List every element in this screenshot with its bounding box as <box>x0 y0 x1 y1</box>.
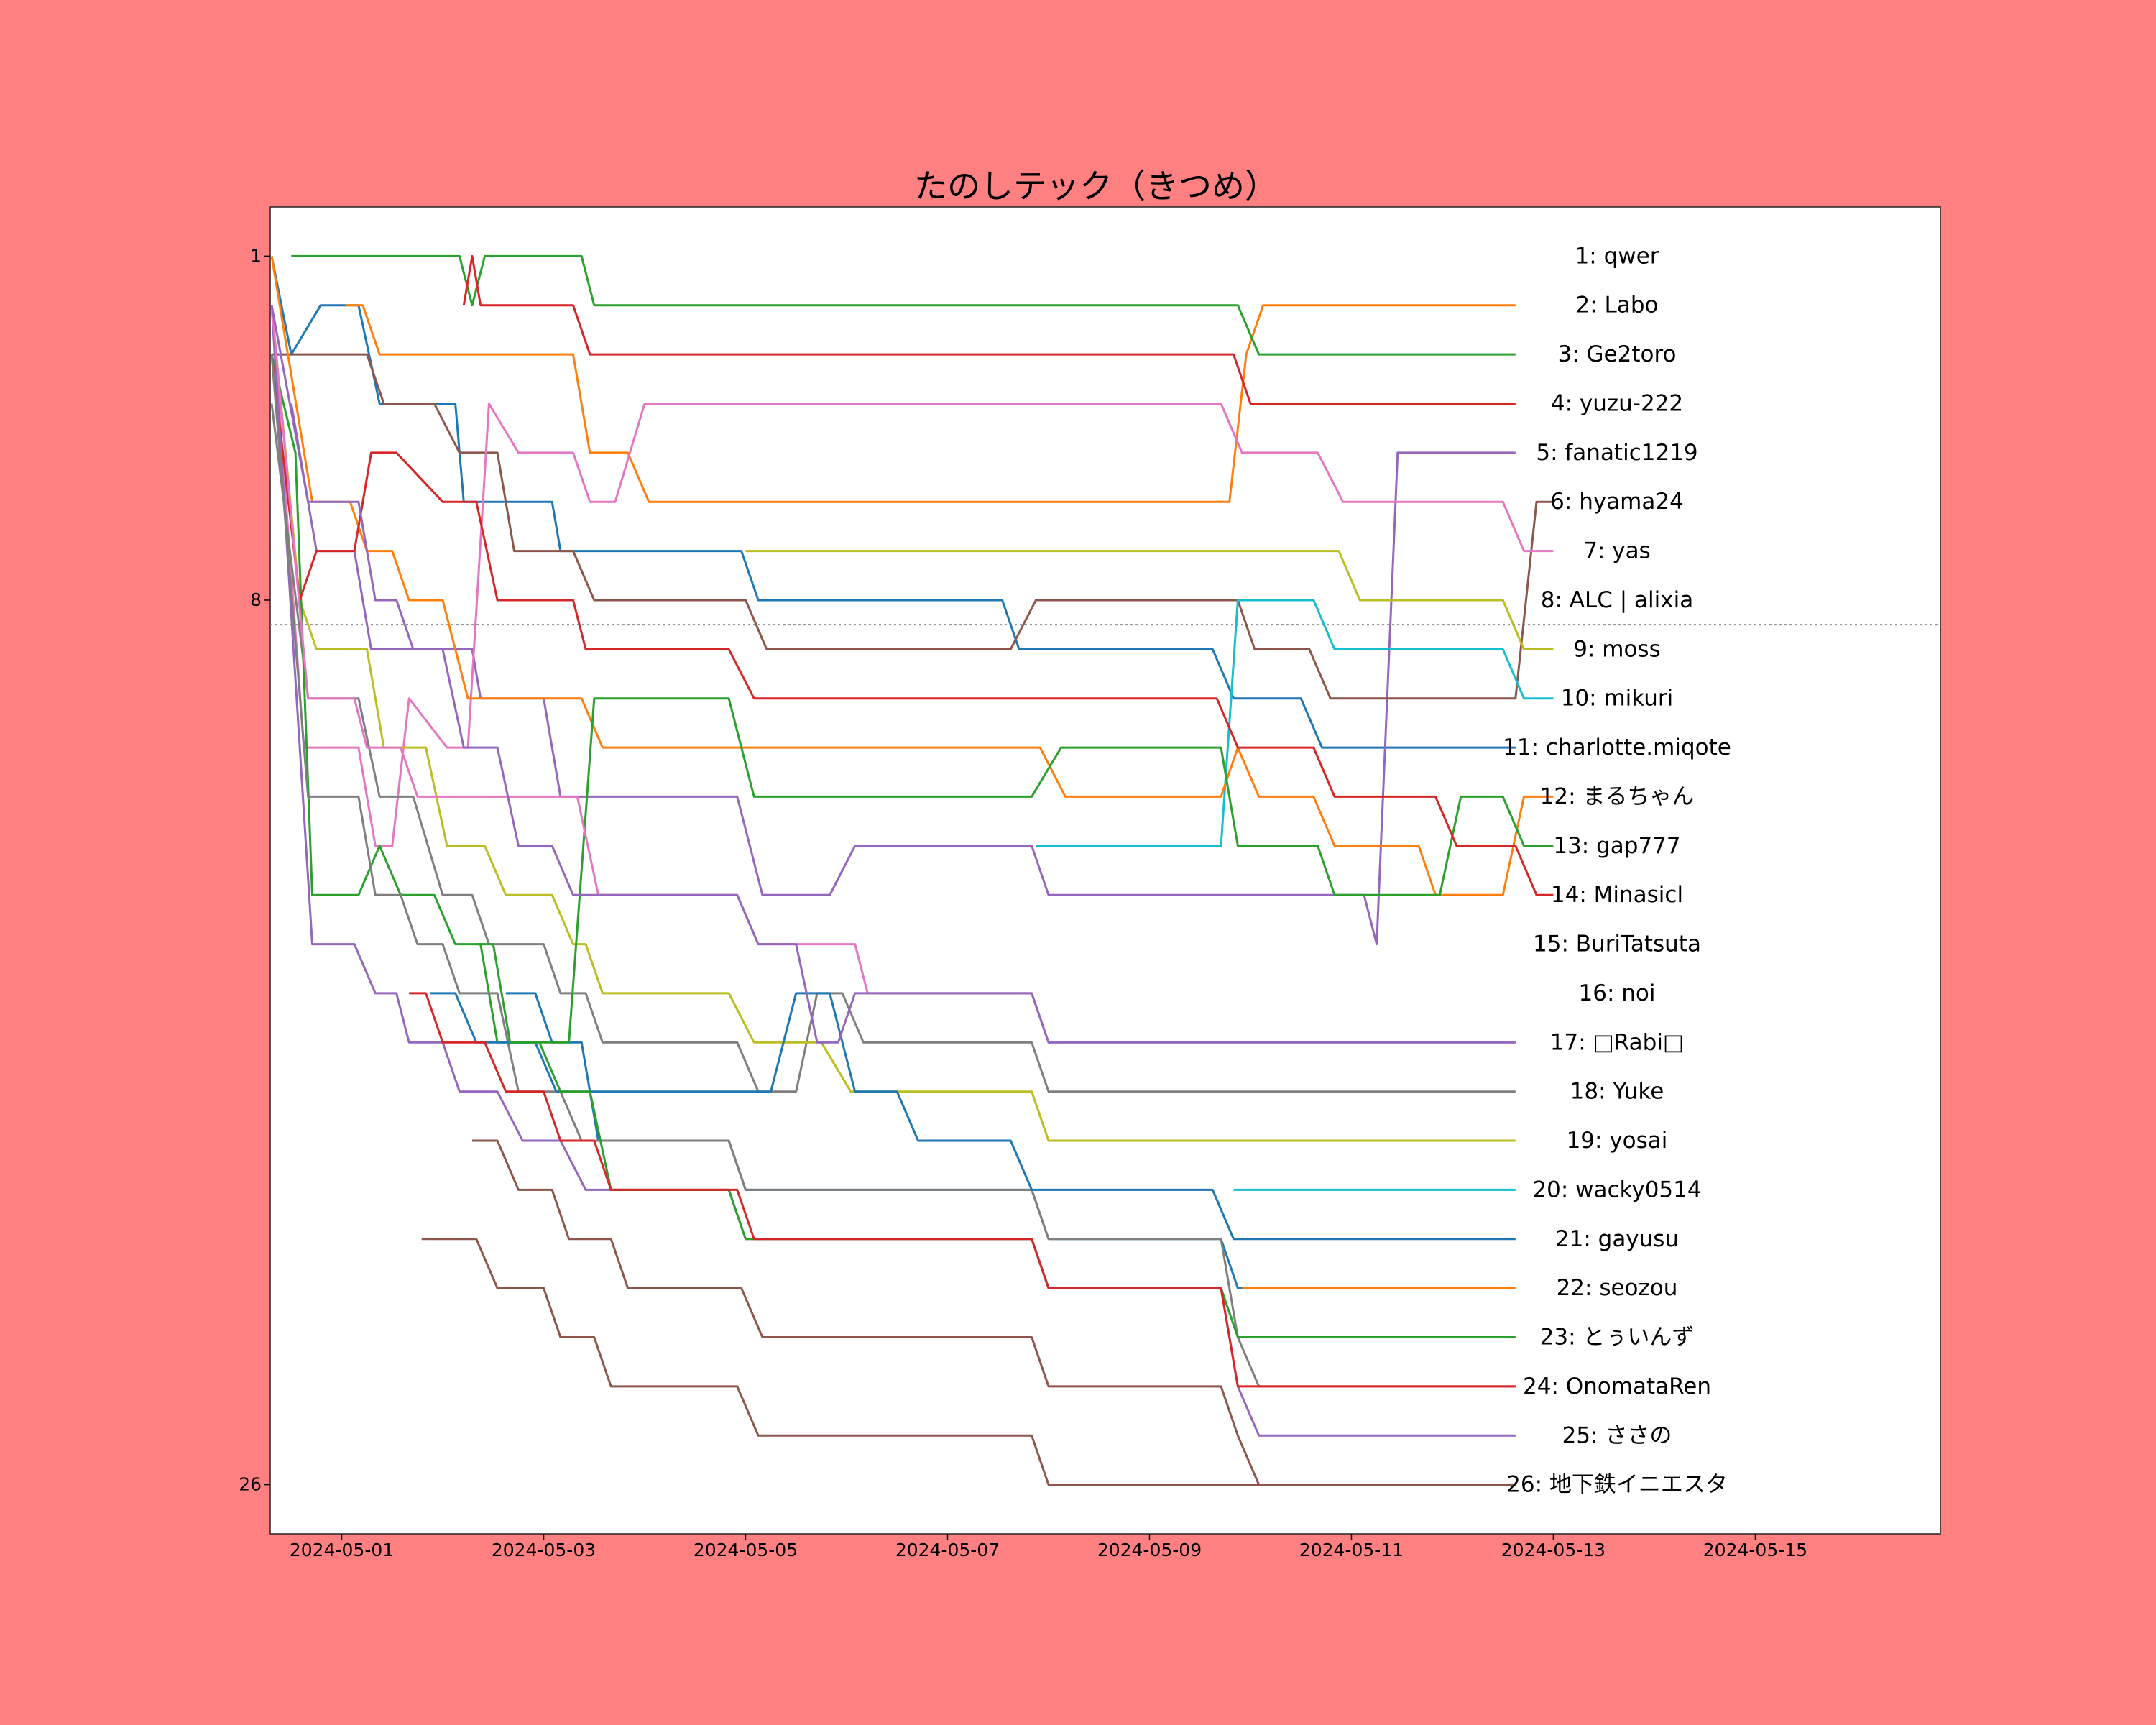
x-tick-label-1: 2024-05-01 <box>290 1540 394 1560</box>
series-line-25 <box>270 305 1516 1044</box>
series-label-15: 15: BuriTatsuta <box>1533 932 1701 957</box>
series-layer <box>270 254 1554 1486</box>
series-label-2: 2: Labo <box>1576 293 1659 318</box>
series-label-26: 26: 地下鉄イニエスタ <box>1506 1472 1728 1498</box>
series-line-14 <box>270 354 1554 896</box>
series-line-3 <box>291 254 1516 356</box>
series-label-3: 3: Ge2toro <box>1558 341 1677 367</box>
series-line-4 <box>462 254 1516 405</box>
series-line-9 <box>270 305 1516 1142</box>
series-label-22: 22: seozou <box>1557 1275 1678 1301</box>
series-label-14: 14: Minasicl <box>1551 882 1683 908</box>
series-line-6 <box>272 353 1554 700</box>
series-line-7 <box>270 305 1554 847</box>
series-line-8 <box>270 403 1516 1093</box>
x-tick-label-2: 2024-05-03 <box>492 1540 596 1560</box>
series-line-12 <box>270 256 1554 896</box>
series-label-1: 1: qwer <box>1575 243 1659 269</box>
series-line-10 <box>1036 599 1554 847</box>
x-tick-label-4: 2024-05-07 <box>895 1540 1000 1560</box>
series-line-26 <box>421 1238 1516 1486</box>
series-line-24 <box>409 992 1516 1388</box>
series-labels: 1: qwer 2: Labo 3: Ge2toro 4: yuzu-222 5: fa… <box>1503 243 1731 1497</box>
chart-title: たのしテック（きつめ） <box>914 167 1278 206</box>
x-tick-label-6: 2024-05-11 <box>1299 1540 1404 1560</box>
series-label-13: 13: gap777 <box>1553 833 1680 859</box>
series-label-5: 5: fanatic1219 <box>1536 440 1697 466</box>
series-label-9: 9: moss <box>1573 636 1661 662</box>
series-label-7: 7: yas <box>1583 538 1651 564</box>
x-tick-label-5: 2024-05-09 <box>1097 1540 1202 1560</box>
series-label-24: 24: OnomataRen <box>1523 1374 1711 1399</box>
series-label-6: 6: hyama24 <box>1550 489 1684 515</box>
series-line-5 <box>290 403 1516 946</box>
plot-area <box>270 206 1941 1535</box>
series-label-12: 12: まるちゃん <box>1540 783 1695 809</box>
series-label-25: 25: ささの <box>1562 1422 1672 1448</box>
series-line-19 <box>745 550 1554 650</box>
x-tick-label-3: 2024-05-05 <box>694 1540 798 1560</box>
series-label-8: 8: ALC | alixia <box>1541 587 1693 613</box>
x-ticks: 2024-05-01 2024-05-03 2024-05-05 2024-05-07… <box>290 1534 1807 1560</box>
y-tick-label-3: 26 <box>239 1474 262 1495</box>
series-label-18: 18: Yuke <box>1570 1079 1664 1105</box>
series-label-11: 11: charlotte.miqote <box>1503 735 1731 760</box>
series-line-16 <box>472 1139 1516 1486</box>
y-tick-label-2: 8 <box>250 589 262 610</box>
series-label-19: 19: yosai <box>1567 1128 1668 1154</box>
series-label-10: 10: mikuri <box>1561 686 1674 712</box>
series-label-17: 17: □Rabi□ <box>1550 1029 1684 1055</box>
series-label-4: 4: yuzu-222 <box>1551 390 1683 416</box>
series-label-23: 23: とぅいんず <box>1540 1325 1695 1351</box>
series-label-21: 21: gayusu <box>1555 1226 1679 1252</box>
series-label-20: 20: wacky0514 <box>1532 1177 1701 1202</box>
series-line-13 <box>270 354 1554 1044</box>
x-tick-label-8: 2024-05-15 <box>1703 1540 1807 1560</box>
series-label-16: 16: noi <box>1579 980 1656 1006</box>
y-tick-label-1: 1 <box>250 245 262 266</box>
series-line-21 <box>430 992 1516 1241</box>
x-tick-label-7: 2024-05-13 <box>1501 1540 1606 1560</box>
